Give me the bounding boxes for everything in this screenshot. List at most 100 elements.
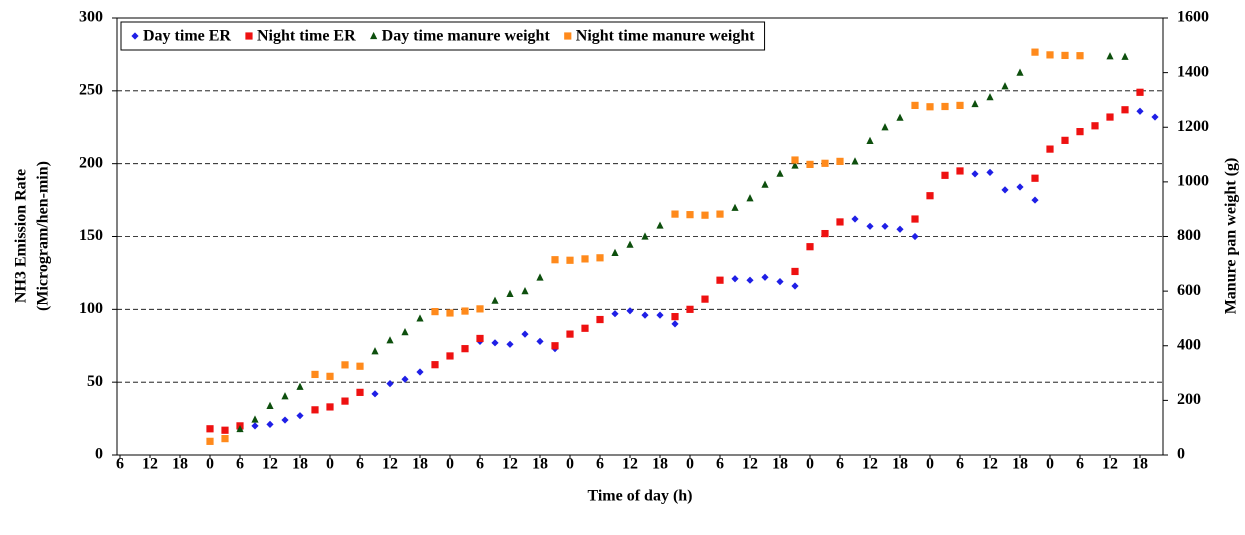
point <box>851 157 859 165</box>
y2-tick-label: 1400 <box>1177 63 1209 80</box>
point <box>941 102 949 111</box>
point <box>1001 186 1009 194</box>
point <box>776 278 784 286</box>
y2-tick-label: 200 <box>1177 391 1201 408</box>
x-tick-label: 6 <box>236 456 244 473</box>
x-tick-label: 12 <box>502 456 518 473</box>
point <box>656 311 664 319</box>
point <box>581 255 589 263</box>
point <box>866 136 874 145</box>
point <box>1061 51 1069 60</box>
point <box>536 337 544 345</box>
point <box>911 215 919 223</box>
y-tick-label: 0 <box>95 446 103 463</box>
point <box>731 275 739 283</box>
point <box>566 256 574 264</box>
point <box>806 243 814 251</box>
point <box>911 101 919 109</box>
x-tick-label: 18 <box>532 456 548 473</box>
point <box>251 422 259 430</box>
x-tick-label: 12 <box>382 456 398 473</box>
point <box>746 276 754 284</box>
legend-marker <box>245 32 253 40</box>
x-tick-label: 0 <box>926 456 934 473</box>
point <box>446 309 454 317</box>
point <box>416 368 424 376</box>
point <box>491 339 499 347</box>
point <box>1031 196 1039 204</box>
point <box>596 254 604 262</box>
point <box>851 215 859 223</box>
point <box>506 289 514 297</box>
point <box>446 352 454 360</box>
point <box>821 159 829 167</box>
x-tick-label: 12 <box>742 456 758 473</box>
point <box>926 103 934 111</box>
point <box>761 273 769 281</box>
point <box>1001 82 1009 90</box>
legend-marker <box>370 31 378 40</box>
point <box>311 406 319 414</box>
point <box>1046 145 1054 153</box>
point <box>386 380 394 388</box>
point <box>1151 113 1159 121</box>
point <box>686 211 694 219</box>
point <box>581 324 589 332</box>
point <box>461 307 469 315</box>
point <box>926 192 934 200</box>
point <box>356 362 364 370</box>
point <box>1061 136 1069 144</box>
point <box>821 229 829 238</box>
legend-label: Day time manure weight <box>382 28 551 45</box>
point <box>791 156 799 164</box>
point <box>836 218 844 226</box>
point <box>656 221 664 229</box>
x-tick-label: 0 <box>566 456 574 473</box>
point <box>626 307 634 315</box>
x-tick-label: 18 <box>1012 456 1028 473</box>
point <box>1106 52 1114 60</box>
point <box>1136 107 1144 115</box>
y-tick-label: 300 <box>79 9 103 26</box>
point <box>911 232 919 241</box>
point <box>1106 113 1114 121</box>
point <box>551 256 559 264</box>
point <box>296 412 304 420</box>
x-tick-label: 0 <box>686 456 694 473</box>
point <box>896 225 904 233</box>
point <box>641 311 649 319</box>
y-axis-title: (Microgram/hen-min) <box>35 161 52 311</box>
point <box>1121 52 1129 60</box>
point <box>401 375 409 383</box>
point <box>431 361 439 369</box>
point <box>371 347 379 355</box>
x-tick-label: 0 <box>326 456 334 473</box>
point <box>1091 122 1099 130</box>
legend-box <box>120 21 766 51</box>
point <box>266 401 274 409</box>
point <box>836 157 844 165</box>
point <box>1031 48 1039 56</box>
point <box>791 161 799 169</box>
point <box>221 435 229 443</box>
point <box>416 314 424 322</box>
x-tick-label: 18 <box>292 456 308 473</box>
x-tick-label: 6 <box>836 456 844 473</box>
point <box>776 169 784 177</box>
point <box>701 295 709 303</box>
point <box>401 327 409 336</box>
x-tick-label: 12 <box>862 456 878 473</box>
x-tick-label: 6 <box>716 456 724 473</box>
point <box>626 240 634 248</box>
x-tick-label: 18 <box>652 456 668 473</box>
x-tick-label: 18 <box>892 456 908 473</box>
y-tick-label: 250 <box>79 82 103 99</box>
y-tick-label: 50 <box>87 373 103 390</box>
point <box>386 336 394 344</box>
point <box>1031 174 1039 182</box>
point <box>596 315 604 324</box>
x-tick-label: 0 <box>206 456 214 473</box>
point <box>311 370 319 379</box>
x-tick-label: 12 <box>262 456 278 473</box>
